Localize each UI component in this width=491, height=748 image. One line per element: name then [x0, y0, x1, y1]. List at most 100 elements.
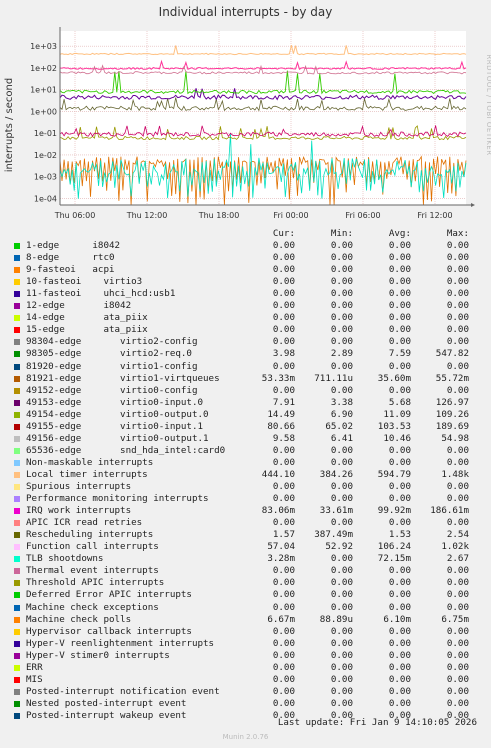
legend-value-cur: 0.00: [272, 384, 295, 396]
legend-row: Thermal event interrupts 0.00 0.00 0.00 0.00: [0, 565, 491, 577]
legend-row: Threshold APIC interrupts 0.00 0.00 0.00 0.0…: [0, 577, 491, 589]
legend-value-cur: 0.00: [272, 697, 295, 709]
legend-swatch: [14, 303, 20, 310]
legend-series-name: 11-fasteoi uhci_hcd:usb1: [26, 288, 176, 300]
legend-swatch: [14, 532, 20, 539]
legend-value-max: 0.00: [446, 589, 469, 601]
legend-series-name: 49156-edge virtio0-output.1: [26, 432, 209, 444]
legend-row: 10-fasteoi virtio3 0.00 0.00 0.00 0.00: [0, 276, 491, 288]
legend-swatch: [14, 351, 20, 358]
legend-value-avg: 1.53: [388, 529, 411, 541]
legend-value-avg: 11.09: [383, 408, 411, 420]
legend-header-min: Min:: [330, 228, 353, 239]
legend-row: Nested posted-interrupt event 0.00 0.00 0.0…: [0, 698, 491, 710]
legend-series-name: 98305-edge virtio2-req.0: [26, 348, 192, 360]
legend-row: 8-edge rtc0 0.00 0.00 0.00 0.00: [0, 252, 491, 264]
series-machine-check-polls: [59, 155, 467, 206]
legend-series-name: Rescheduling interrupts: [26, 529, 154, 541]
legend-series-name: IRQ work interrupts: [26, 505, 132, 517]
legend-value-avg: 0.00: [388, 493, 411, 505]
series-rescheduling: [59, 97, 467, 112]
legend-row: 49153-edge virtio0-input.0 7.91 3.38 5.68 12…: [0, 397, 491, 409]
legend-value-avg: 0.00: [388, 685, 411, 697]
legend-value-avg: 0.00: [388, 324, 411, 336]
legend-series-name: Performance monitoring interrupts: [26, 493, 209, 505]
legend-value-min: 0.00: [330, 685, 353, 697]
legend-value-min: 0.00: [330, 336, 353, 348]
legend-value-cur: 0.00: [272, 589, 295, 601]
y-tick-label: 1e-04: [34, 194, 57, 203]
legend-series-name: 65536-edge snd_hda_intel:card0: [26, 444, 226, 456]
legend-value-min: 6.90: [330, 408, 353, 420]
legend-value-cur: 80.66: [267, 420, 295, 432]
legend-value-max: 0.00: [446, 300, 469, 312]
legend-value-max: 2.67: [446, 553, 469, 565]
legend-series-name: 10-fasteoi virtio3: [26, 276, 143, 288]
legend-value-max: 0.00: [446, 685, 469, 697]
legend-value-min: 0.00: [330, 577, 353, 589]
legend-series-name: 98304-edge virtio2-config: [26, 336, 198, 348]
series-group: [59, 44, 467, 206]
legend-value-min: 0.00: [330, 709, 353, 721]
legend-value-cur: 0.00: [272, 288, 295, 300]
legend-row: 12-edge i8042 0.00 0.00 0.00 0.00: [0, 300, 491, 312]
legend-value-cur: 53.33m: [261, 372, 295, 384]
legend-value-min: 0.00: [330, 661, 353, 673]
legend-value-cur: 0.00: [272, 601, 295, 613]
series-local-timer: [59, 44, 467, 56]
legend-value-max: 0.00: [446, 601, 469, 613]
legend-value-min: 0.00: [330, 601, 353, 613]
legend-value-cur: 0.00: [272, 625, 295, 637]
legend-value-min: 52.92: [325, 541, 353, 553]
legend-swatch: [14, 447, 20, 454]
legend-row: Hyper-V stimer0 interrupts 0.00 0.00 0.00 0.…: [0, 650, 491, 662]
legend-swatch: [14, 327, 20, 334]
legend-series-name: Non-maskable interrupts: [26, 456, 154, 468]
legend-value-cur: 0.00: [272, 300, 295, 312]
legend-value-max: 0.00: [446, 649, 469, 661]
legend-value-max: 0.00: [446, 312, 469, 324]
legend-swatch: [14, 616, 20, 623]
legend-row: Machine check exceptions 0.00 0.00 0.00 0.00: [0, 602, 491, 614]
legend-value-min: 0.00: [330, 589, 353, 601]
legend-series-name: 14-edge ata_piix: [26, 312, 148, 324]
legend-swatch: [14, 640, 20, 647]
legend-series-name: Thermal event interrupts: [26, 565, 159, 577]
legend-value-cur: 14.49: [267, 408, 295, 420]
chart-title: Individual interrupts - by day: [158, 5, 333, 19]
legend-row: Posted-interrupt notification event 0.00 0…: [0, 686, 491, 698]
legend-swatch: [14, 544, 20, 551]
legend-value-min: 6.41: [330, 432, 353, 444]
legend-value-min: 0.00: [330, 456, 353, 468]
y-tick-label: 1e+00: [30, 107, 57, 116]
legend-row: Machine check polls 6.67m 88.89u 6.10m 6.75m: [0, 614, 491, 626]
legend-header-cur: Cur:: [272, 228, 295, 239]
legend-swatch: [14, 255, 20, 262]
legend-value-max: 0.00: [446, 264, 469, 276]
legend-swatch: [14, 604, 20, 611]
legend-swatch: [14, 399, 20, 406]
legend-row: TLB shootdowns 3.28m 0.00 72.15m 2.67: [0, 553, 491, 565]
legend-series-name: 1-edge i8042: [26, 240, 121, 251]
legend-row: Local timer interrupts 444.10 384.26 594.79…: [0, 469, 491, 481]
y-tick-label: 1e-03: [34, 173, 57, 182]
legend-swatch: [14, 243, 20, 249]
legend-value-avg: 0.00: [388, 481, 411, 492]
legend-value-min: 65.02: [325, 420, 353, 432]
legend-value-min: 0.00: [330, 276, 353, 288]
legend-value-max: 0.00: [446, 384, 469, 396]
legend-series-name: ERR: [26, 661, 43, 673]
legend-series-name: APIC ICR read retries: [26, 517, 143, 529]
legend-swatch: [14, 339, 20, 346]
legend-value-max: 0.00: [446, 252, 469, 264]
legend-swatch: [14, 496, 20, 503]
legend-value-avg: 0.00: [388, 240, 411, 251]
legend-swatch: [14, 375, 20, 382]
legend-value-avg: 0.00: [388, 673, 411, 685]
legend-value-min: 387.49m: [314, 529, 353, 541]
legend-swatch: [14, 628, 20, 635]
legend-value-max: 0.00: [446, 637, 469, 649]
legend-value-cur: 6.67m: [267, 613, 295, 625]
legend-value-cur: 0.00: [272, 481, 295, 492]
munin-version: Munin 2.0.76: [222, 733, 269, 741]
